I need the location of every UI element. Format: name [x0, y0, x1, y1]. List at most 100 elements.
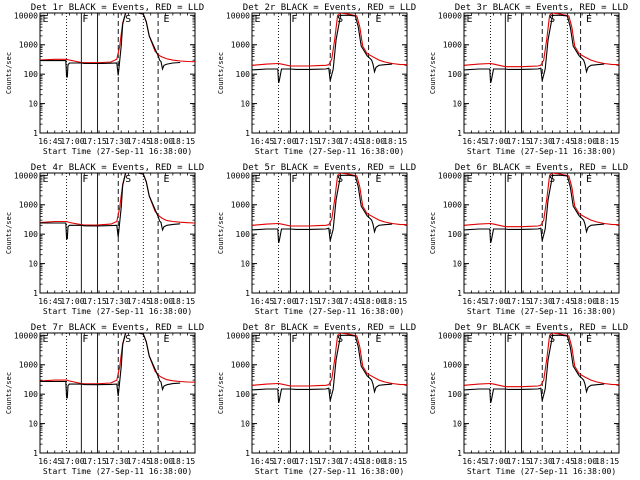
series-line-events — [252, 14, 393, 84]
plot-frame — [463, 332, 620, 454]
plot-frame — [39, 332, 196, 454]
y-tick-label: 10000 — [438, 11, 462, 20]
x-tick-label: 18:00 — [361, 457, 385, 466]
event-marker-e: E — [164, 334, 170, 345]
x-tick-label: 17:30 — [317, 297, 341, 306]
event-marker-s: S — [337, 14, 343, 25]
event-marker-f: F — [506, 334, 512, 345]
event-marker-f: F — [82, 334, 88, 345]
series-line-events — [252, 334, 393, 404]
event-marker-f: F — [291, 174, 297, 185]
x-tick-label: 17:00 — [484, 137, 508, 146]
x-axis-label: Start Time (27-Sep-11 16:38:00) — [467, 307, 616, 316]
y-tick-label: 10000 — [438, 331, 462, 340]
x-tick-label: 17:15 — [83, 297, 107, 306]
chart-panel-5: Det 5r BLACK = Events, RED = LLD 1 10 100 10… — [217, 163, 416, 316]
x-tick-label: 18:15 — [171, 297, 195, 306]
chart-title: Det 2r BLACK = Events, RED = LLD — [243, 3, 416, 13]
x-tick-label: 16:45 — [250, 457, 274, 466]
x-tick-label: 17:15 — [83, 457, 107, 466]
chart-title: Det 9r BLACK = Events, RED = LLD — [455, 323, 628, 333]
x-tick-label: 18:00 — [573, 457, 597, 466]
y-tick-label: 1000 — [19, 41, 38, 50]
chart-title: Det 7r BLACK = Events, RED = LLD — [31, 323, 204, 333]
x-tick-label: 17:00 — [272, 457, 296, 466]
series-line-events — [40, 173, 181, 240]
y-tick-label: 1000 — [443, 201, 462, 210]
event-marker-f: F — [506, 174, 512, 185]
x-axis-label: Start Time (27-Sep-11 16:38:00) — [43, 307, 192, 316]
chart-panel-6: Det 6r BLACK = Events, RED = LLD 1 10 100 10… — [429, 163, 628, 316]
y-tick-label: 100 — [448, 230, 463, 239]
y-tick-label: 10000 — [438, 171, 462, 180]
x-tick-label: 17:45 — [127, 457, 151, 466]
chart-panel-8: Det 8r BLACK = Events, RED = LLD 1 10 100 10… — [217, 323, 416, 476]
x-tick-label: 18:00 — [149, 297, 173, 306]
x-tick-label: 17:45 — [127, 297, 151, 306]
x-tick-label: 18:15 — [595, 137, 619, 146]
x-tick-label: 18:15 — [595, 457, 619, 466]
event-marker-e: E — [586, 334, 592, 345]
series-line-lld — [252, 333, 407, 387]
y-tick-label: 1 — [457, 449, 462, 458]
y-axis-label: Counts/sec — [217, 372, 225, 414]
plot-frame — [39, 12, 196, 134]
series-line-events — [40, 13, 181, 78]
y-tick-label: 1 — [245, 129, 250, 138]
chart-panel-9: Det 9r BLACK = Events, RED = LLD 1 10 100 10… — [429, 323, 628, 476]
plot-frame — [251, 332, 408, 454]
event-marker-s: S — [337, 334, 343, 345]
x-tick-label: 17:30 — [529, 137, 553, 146]
y-axis-label: Counts/sec — [5, 212, 13, 254]
y-tick-label: 10000 — [14, 11, 38, 20]
series-line-events — [252, 174, 393, 244]
y-tick-label: 1 — [33, 289, 38, 298]
x-tick-label: 17:15 — [507, 457, 531, 466]
x-tick-label: 17:30 — [105, 297, 129, 306]
x-tick-label: 16:45 — [38, 297, 62, 306]
x-tick-label: 17:00 — [60, 457, 84, 466]
y-tick-label: 1000 — [231, 201, 250, 210]
y-tick-label: 1000 — [443, 41, 462, 50]
event-marker-e: E — [376, 334, 382, 345]
x-tick-label: 17:15 — [295, 297, 319, 306]
x-tick-label: 16:45 — [462, 137, 486, 146]
y-tick-label: 1 — [457, 129, 462, 138]
x-tick-label: 17:30 — [105, 137, 129, 146]
x-tick-label: 16:45 — [462, 297, 486, 306]
x-tick-label: 17:45 — [339, 137, 363, 146]
event-marker-e: E — [376, 14, 382, 25]
y-axis-label: Counts/sec — [429, 212, 437, 254]
x-tick-label: 17:30 — [317, 457, 341, 466]
x-tick-label: 17:15 — [507, 137, 531, 146]
y-tick-label: 10 — [28, 100, 38, 109]
event-marker-e: E — [164, 174, 170, 185]
x-tick-label: 17:45 — [551, 457, 575, 466]
x-tick-label: 17:30 — [529, 457, 553, 466]
y-tick-label: 100 — [236, 390, 251, 399]
y-axis-label: Counts/sec — [429, 52, 437, 94]
series-line-lld — [40, 333, 195, 385]
x-tick-label: 17:30 — [105, 457, 129, 466]
y-tick-label: 10000 — [226, 331, 250, 340]
x-tick-label: 17:15 — [295, 137, 319, 146]
y-tick-label: 100 — [448, 390, 463, 399]
chart-panel-4: Det 4r BLACK = Events, RED = LLD 1 10 100 10… — [5, 163, 204, 316]
x-tick-label: 18:00 — [361, 137, 385, 146]
x-tick-label: 17:45 — [551, 137, 575, 146]
x-tick-label: 17:00 — [60, 297, 84, 306]
x-tick-label: 17:45 — [339, 297, 363, 306]
x-tick-label: 18:00 — [149, 457, 173, 466]
event-marker-e: E — [254, 14, 260, 25]
x-axis-label: Start Time (27-Sep-11 16:38:00) — [255, 467, 404, 476]
chart-title: Det 5r BLACK = Events, RED = LLD — [243, 163, 416, 173]
y-tick-label: 1 — [33, 449, 38, 458]
series-line-events — [464, 14, 605, 84]
chart-title: Det 8r BLACK = Events, RED = LLD — [243, 323, 416, 333]
series-line-events — [464, 334, 605, 404]
series-line-lld — [464, 173, 619, 228]
event-marker-s: S — [337, 174, 343, 185]
x-tick-label: 17:15 — [83, 137, 107, 146]
x-tick-label: 17:30 — [317, 137, 341, 146]
x-axis-label: Start Time (27-Sep-11 16:38:00) — [255, 307, 404, 316]
